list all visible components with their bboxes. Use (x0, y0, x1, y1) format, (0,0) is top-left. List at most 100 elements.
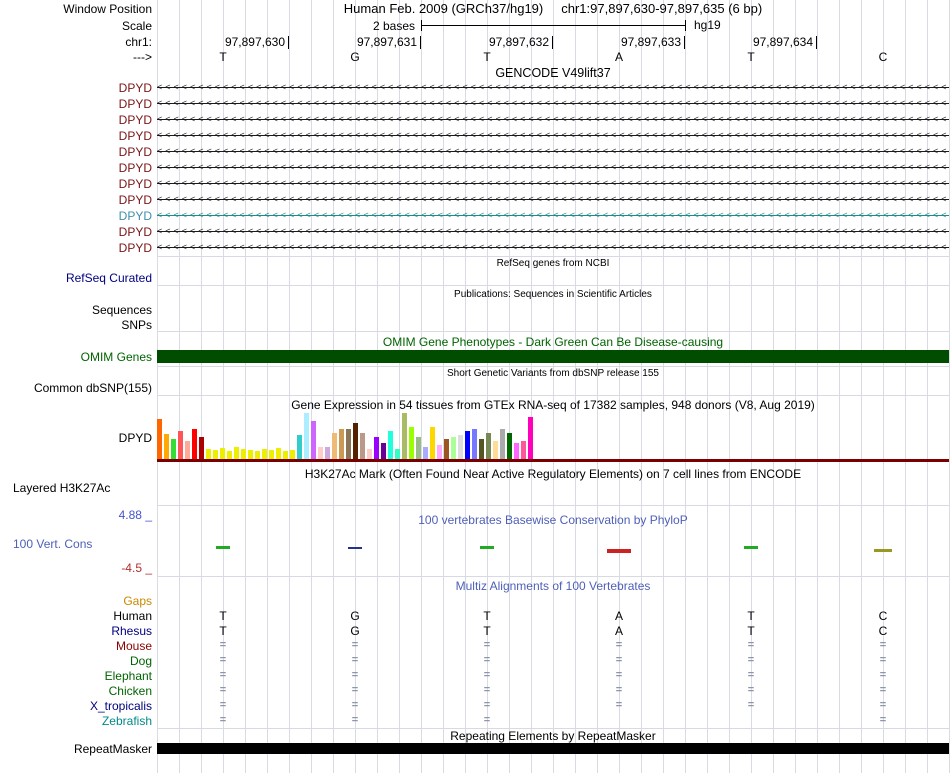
gencode-transcript-label[interactable]: DPYD (118, 129, 152, 143)
gencode-transcript-line[interactable]: <<<<<<<<<<<<<<<<<<<<<<<<<<<<<<<<<<<<<<<<… (157, 129, 949, 142)
gencode-transcript-line[interactable]: <<<<<<<<<<<<<<<<<<<<<<<<<<<<<<<<<<<<<<<<… (157, 81, 949, 94)
gtex-expression-chart[interactable] (157, 413, 537, 459)
phylop-score-mark[interactable] (874, 549, 892, 552)
gtex-tissue-bar[interactable] (374, 437, 379, 459)
gtex-tissue-bar[interactable] (234, 447, 239, 459)
dbsnp-track-label[interactable]: Common dbSNP(155) (33, 381, 152, 395)
gtex-tissue-bar[interactable] (465, 431, 470, 459)
gtex-tissue-bar[interactable] (395, 449, 400, 459)
gtex-tissue-bar[interactable] (444, 439, 449, 459)
gtex-tissue-bar[interactable] (297, 435, 302, 459)
phylop-score-mark[interactable] (216, 546, 230, 549)
gtex-tissue-bar[interactable] (276, 448, 281, 459)
gtex-tissue-bar[interactable] (255, 451, 260, 459)
gtex-tissue-bar[interactable] (353, 423, 358, 459)
gtex-tissue-bar[interactable] (304, 413, 309, 459)
multiz-species-label[interactable]: Rhesus (111, 624, 152, 638)
gtex-tissue-bar[interactable] (360, 433, 365, 459)
gtex-tissue-bar[interactable] (269, 450, 274, 459)
gtex-tissue-bar[interactable] (388, 431, 393, 459)
gtex-tissue-bar[interactable] (430, 427, 435, 459)
gtex-tissue-bar[interactable] (185, 441, 190, 459)
gtex-tissue-bar[interactable] (346, 429, 351, 459)
phylop-score-mark[interactable] (744, 546, 758, 549)
gtex-tissue-bar[interactable] (241, 449, 246, 459)
phylop-score-mark[interactable] (607, 549, 631, 553)
gtex-tissue-bar[interactable] (472, 429, 477, 459)
gtex-tissue-bar[interactable] (332, 433, 337, 459)
gencode-transcript-label[interactable]: DPYD (118, 225, 152, 239)
gencode-transcript-line[interactable]: <<<<<<<<<<<<<<<<<<<<<<<<<<<<<<<<<<<<<<<<… (157, 241, 949, 254)
omim-gene-bar[interactable] (157, 350, 949, 363)
gencode-transcript-line[interactable]: <<<<<<<<<<<<<<<<<<<<<<<<<<<<<<<<<<<<<<<<… (157, 209, 949, 222)
gencode-transcript-line[interactable]: <<<<<<<<<<<<<<<<<<<<<<<<<<<<<<<<<<<<<<<<… (157, 225, 949, 238)
gencode-transcript-label[interactable]: DPYD (118, 241, 152, 255)
gtex-tissue-bar[interactable] (220, 448, 225, 459)
gtex-tissue-bar[interactable] (500, 429, 505, 459)
gtex-tissue-bar[interactable] (248, 450, 253, 459)
multiz-species-label[interactable]: X_tropicalis (89, 699, 152, 713)
snps-track-label[interactable]: SNPs (121, 318, 152, 332)
phylop-score-mark[interactable] (480, 546, 494, 549)
gtex-tissue-bar[interactable] (437, 445, 442, 459)
gencode-transcript-line[interactable]: <<<<<<<<<<<<<<<<<<<<<<<<<<<<<<<<<<<<<<<<… (157, 193, 949, 206)
refseq-track-label[interactable]: RefSeq Curated (65, 271, 152, 285)
gencode-transcript-line[interactable]: <<<<<<<<<<<<<<<<<<<<<<<<<<<<<<<<<<<<<<<<… (157, 161, 949, 174)
phylop-track-label[interactable]: 100 Vert. Cons (13, 537, 93, 551)
phylop-score-mark[interactable] (348, 547, 362, 549)
gtex-tissue-bar[interactable] (381, 443, 386, 459)
gtex-tissue-bar[interactable] (325, 447, 330, 459)
gencode-transcript-label[interactable]: DPYD (118, 145, 152, 159)
gtex-tissue-bar[interactable] (318, 447, 323, 459)
multiz-species-label[interactable]: Zebrafish (101, 714, 152, 728)
omim-track-label[interactable]: OMIM Genes (80, 350, 152, 364)
gencode-transcript-label[interactable]: DPYD (118, 97, 152, 111)
gtex-tissue-bar[interactable] (507, 433, 512, 459)
gtex-tissue-bar[interactable] (521, 441, 526, 459)
gtex-tissue-bar[interactable] (227, 451, 232, 459)
gtex-tissue-bar[interactable] (528, 417, 533, 459)
multiz-species-label[interactable]: Dog (129, 654, 152, 668)
multiz-species-label[interactable]: Elephant (104, 669, 152, 683)
gtex-tissue-bar[interactable] (486, 433, 491, 459)
gtex-tissue-bar[interactable] (157, 419, 162, 459)
multiz-species-label[interactable]: Chicken (108, 684, 152, 698)
gtex-tissue-bar[interactable] (164, 434, 169, 459)
gtex-tissue-bar[interactable] (283, 451, 288, 459)
repeatmasker-track-label[interactable]: RepeatMasker (73, 742, 152, 756)
gtex-tissue-bar[interactable] (451, 437, 456, 459)
gencode-transcript-label[interactable]: DPYD (118, 113, 152, 127)
gtex-tissue-bar[interactable] (171, 439, 176, 459)
gtex-tissue-bar[interactable] (213, 450, 218, 459)
gtex-tissue-bar[interactable] (479, 439, 484, 459)
gencode-transcript-line[interactable]: <<<<<<<<<<<<<<<<<<<<<<<<<<<<<<<<<<<<<<<<… (157, 97, 949, 110)
gencode-transcript-line[interactable]: <<<<<<<<<<<<<<<<<<<<<<<<<<<<<<<<<<<<<<<<… (157, 177, 949, 190)
gtex-tissue-bar[interactable] (367, 449, 372, 459)
gtex-tissue-bar[interactable] (458, 435, 463, 459)
h3k27ac-track-label[interactable]: Layered H3K27Ac (13, 481, 111, 495)
gtex-tissue-bar[interactable] (493, 441, 498, 459)
gtex-tissue-bar[interactable] (311, 421, 316, 459)
gencode-transcript-label[interactable]: DPYD (118, 81, 152, 95)
gtex-tissue-bar[interactable] (192, 429, 197, 459)
gtex-tissue-bar[interactable] (423, 447, 428, 459)
gtex-tissue-bar[interactable] (416, 437, 421, 459)
gencode-transcript-label[interactable]: DPYD (118, 161, 152, 175)
multiz-species-label[interactable]: Gaps (123, 594, 152, 608)
gtex-tissue-bar[interactable] (262, 449, 267, 459)
gencode-transcript-label[interactable]: DPYD (118, 177, 152, 191)
gtex-gene-label[interactable]: DPYD (118, 431, 152, 445)
gtex-tissue-bar[interactable] (178, 431, 183, 459)
gtex-tissue-bar[interactable] (402, 413, 407, 459)
gtex-tissue-bar[interactable] (409, 427, 414, 459)
sequences-track-label[interactable]: Sequences (91, 303, 152, 317)
repeatmasker-bar[interactable] (157, 743, 949, 754)
gtex-tissue-bar[interactable] (514, 443, 519, 459)
gencode-transcript-line[interactable]: <<<<<<<<<<<<<<<<<<<<<<<<<<<<<<<<<<<<<<<<… (157, 113, 949, 126)
gencode-transcript-label[interactable]: DPYD (118, 193, 152, 207)
gtex-tissue-bar[interactable] (206, 449, 211, 459)
multiz-species-label[interactable]: Mouse (115, 639, 152, 653)
gtex-tissue-bar[interactable] (339, 429, 344, 459)
multiz-species-label[interactable]: Human (113, 609, 152, 623)
gencode-transcript-label[interactable]: DPYD (118, 209, 152, 223)
